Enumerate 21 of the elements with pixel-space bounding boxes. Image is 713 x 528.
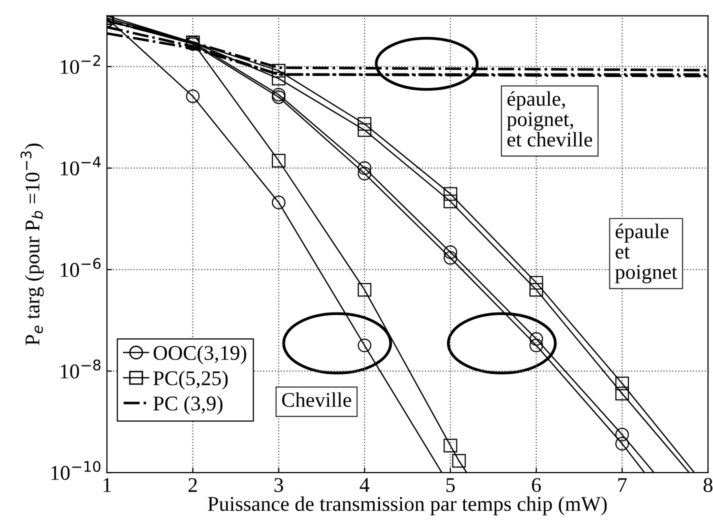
- x-tick-label: 5: [446, 478, 455, 492]
- annotation: Cheville: [282, 392, 352, 407]
- annotation: épaule et poignet: [615, 224, 678, 284]
- legend-label: OOC(3,19): [154, 345, 246, 364]
- x-tick-label: 1: [104, 478, 111, 492]
- y-axis-title: P$_{e}$ targ (pour P$_{b}$ =10$^{−3}$): [20, 144, 44, 346]
- y-tick-label: 10$^{−10}$: [51, 460, 100, 480]
- y-tick-label: 10$^{−6}$: [60, 258, 101, 277]
- legend-label: PC(5,25): [153, 370, 228, 390]
- y-tick-label: 10$^{−2}$: [60, 54, 100, 74]
- x-tick-label: 6: [532, 478, 541, 492]
- x-tick-label: 3: [274, 478, 284, 492]
- legend-label: PC (3,9): [153, 396, 222, 415]
- y-tick-label: 10$^{−4}$: [60, 156, 101, 176]
- x-tick-label: 4: [360, 478, 370, 492]
- x-tick-label: 7: [618, 478, 627, 492]
- x-axis-title: Puissance de transmission par temps chip (mW): [208, 496, 607, 516]
- y-tick-label: 10$^{−8}$: [60, 359, 100, 378]
- annotation: épaule, poignet, et cheville: [506, 91, 592, 147]
- x-tick-label: 2: [188, 478, 197, 492]
- x-tick-label: 8: [704, 478, 712, 492]
